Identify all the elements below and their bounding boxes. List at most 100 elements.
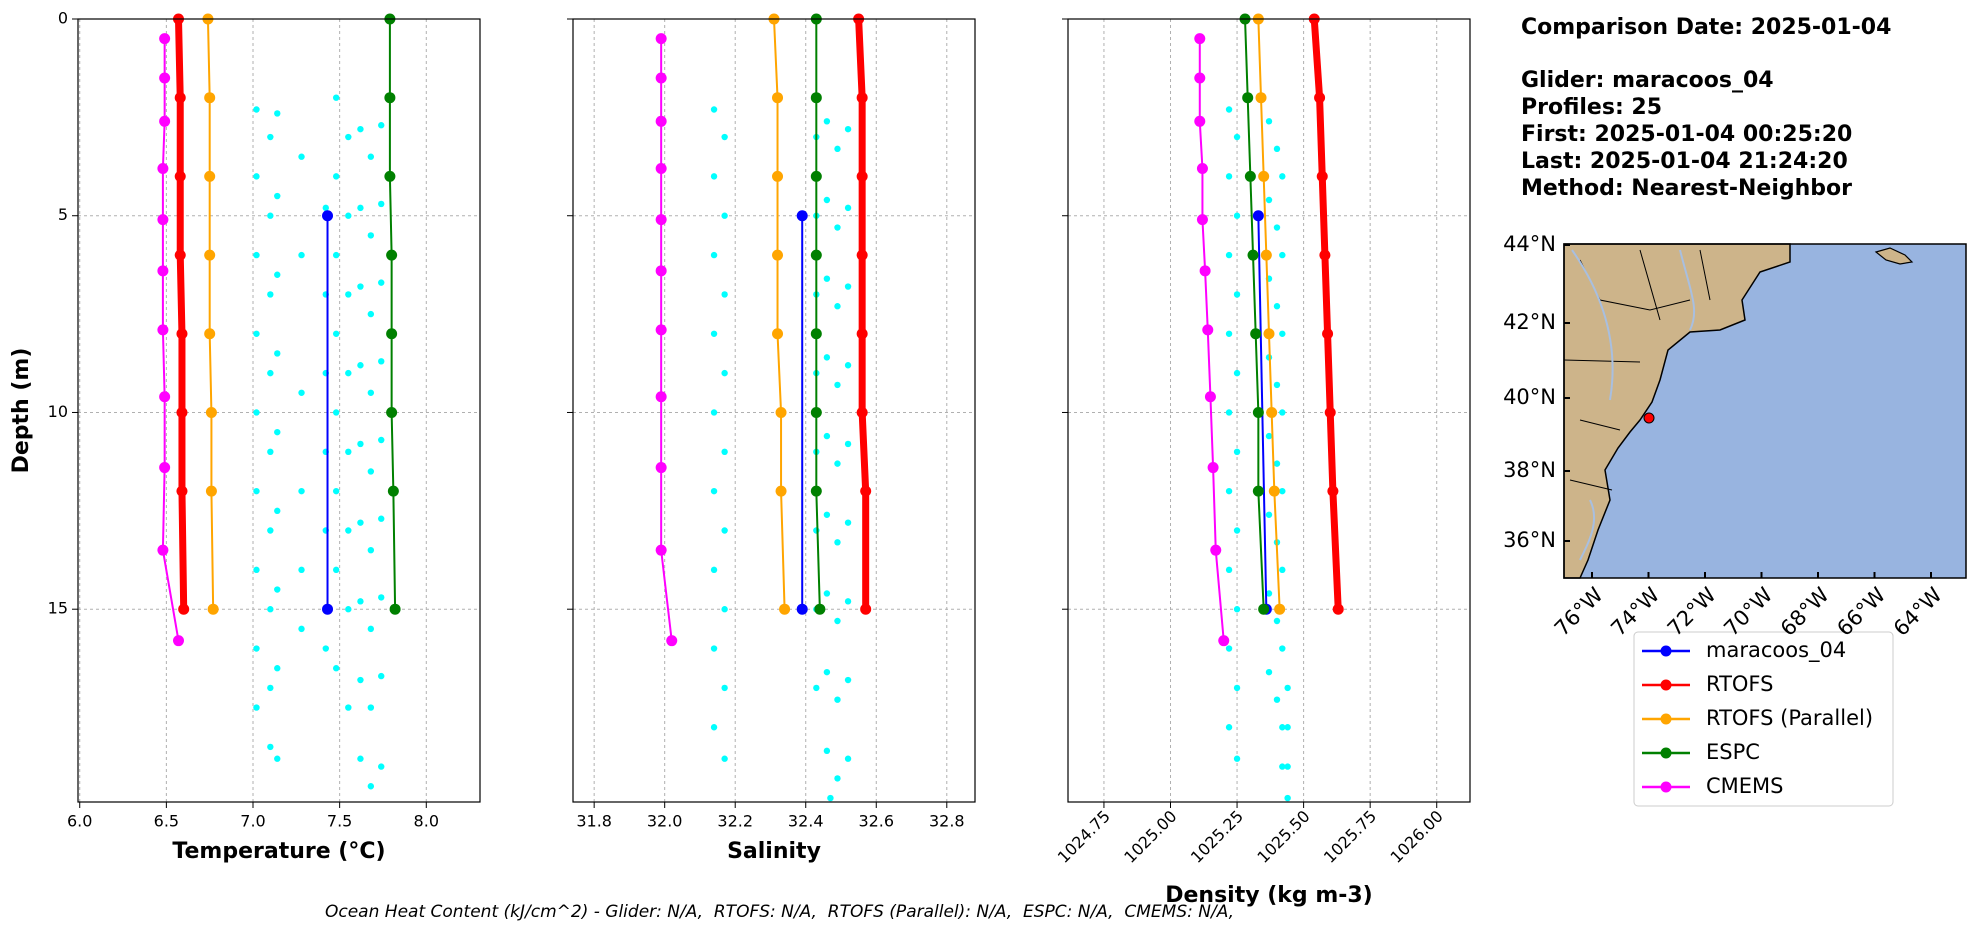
glider-point: [345, 212, 352, 219]
glider-point: [1265, 668, 1273, 676]
glider-point: [834, 775, 841, 782]
glider-point: [345, 606, 352, 613]
series-point: [157, 324, 169, 336]
series-line: [815, 19, 821, 610]
info-line: First: 2025-01-04 00:25:20: [1521, 122, 1852, 147]
glider-point: [1233, 369, 1241, 377]
series-point: [856, 249, 868, 261]
glider-point: [834, 460, 841, 467]
glider-point: [1225, 409, 1233, 416]
series-point: [655, 163, 667, 175]
series-point: [173, 635, 184, 647]
series-point: [384, 92, 396, 104]
glider-point: [834, 303, 841, 310]
glider-point: [367, 625, 375, 633]
series-line: [388, 19, 397, 610]
glider-point: [253, 251, 260, 259]
glider-point: [367, 546, 375, 554]
series-point: [174, 249, 186, 261]
legend-label: RTOFS: [1706, 672, 1773, 696]
glider-point: [1233, 755, 1241, 762]
x-axis-label: Salinity: [727, 839, 821, 864]
series-point: [772, 328, 784, 340]
glider-point: [1279, 645, 1286, 652]
glider-point: [345, 448, 352, 456]
x-tick-label: 7.0: [240, 812, 265, 831]
series-point: [655, 324, 667, 336]
series-point: [856, 406, 868, 418]
glider-point: [721, 527, 728, 534]
glider-point: [357, 519, 364, 526]
x-tick-label: 32.0: [647, 812, 683, 831]
glider-point: [274, 271, 281, 278]
glider-point: [274, 428, 281, 436]
series-point: [1196, 163, 1208, 175]
glider-point: [844, 598, 852, 605]
series-point: [810, 249, 822, 261]
series-point: [384, 170, 396, 182]
glider-point: [332, 251, 340, 259]
series-line: [206, 18, 215, 610]
glider-point: [274, 507, 281, 515]
glider-point: [823, 432, 831, 440]
axes-frame: [77, 18, 481, 803]
series-point: [856, 328, 868, 340]
glider-point: [267, 606, 274, 613]
glider-point: [378, 279, 385, 286]
glider-point: [322, 204, 329, 212]
glider-point: [378, 358, 385, 365]
series-point: [159, 462, 171, 474]
glider-point: [1279, 566, 1286, 574]
info-line: Glider: maracoos_04: [1521, 68, 1774, 93]
glider-point: [721, 369, 728, 377]
series-point: [772, 92, 784, 104]
glider-point: [378, 200, 385, 208]
glider-point: [253, 645, 260, 652]
glider-point: [710, 106, 718, 113]
glider-point: [844, 283, 852, 290]
series-point: [389, 603, 401, 615]
info-line: Last: 2025-01-04 21:24:20: [1521, 149, 1848, 174]
y-tick-label: 0: [58, 9, 68, 28]
glider-point: [253, 704, 260, 711]
glider-point: [1233, 684, 1241, 692]
series-point: [1260, 249, 1272, 261]
glider-point: [1273, 381, 1281, 389]
glider-point: [1279, 487, 1286, 495]
glider-point: [710, 173, 718, 180]
series-point: [174, 92, 186, 104]
glider-point: [721, 755, 728, 762]
glider-point: [1225, 173, 1233, 180]
glider-point: [1225, 106, 1233, 113]
legend-marker: [1660, 747, 1672, 759]
series-line: [1244, 18, 1265, 610]
series-point: [1314, 92, 1326, 104]
glider-point: [298, 566, 305, 574]
legend-label: RTOFS (Parallel): [1706, 706, 1873, 730]
series-line: [1310, 18, 1342, 610]
series-point: [205, 406, 217, 418]
glider-point: [267, 369, 274, 377]
glider-point: [357, 676, 364, 684]
glider-point: [1273, 617, 1281, 625]
map-lat-label: 36°N: [1503, 528, 1556, 552]
glider-point: [844, 362, 852, 369]
glider-point: [367, 389, 375, 396]
glider-point: [357, 755, 364, 762]
glider-point: [710, 330, 718, 337]
series-point: [1194, 33, 1206, 45]
glider-point: [721, 291, 728, 298]
glider-point: [813, 684, 820, 692]
info-line: Profiles: 25: [1521, 95, 1662, 120]
glider-point: [267, 527, 274, 534]
series-point: [1252, 406, 1264, 418]
glider-point: [357, 598, 364, 605]
glider-point: [378, 763, 385, 770]
x-tick-label: 6.0: [67, 812, 92, 831]
glider-point: [378, 594, 385, 601]
x-tick-label: 32.2: [717, 812, 753, 831]
glider-point: [274, 755, 281, 762]
glider-point: [378, 672, 385, 680]
glider-point: [1233, 448, 1241, 456]
glider-point: [844, 440, 852, 448]
